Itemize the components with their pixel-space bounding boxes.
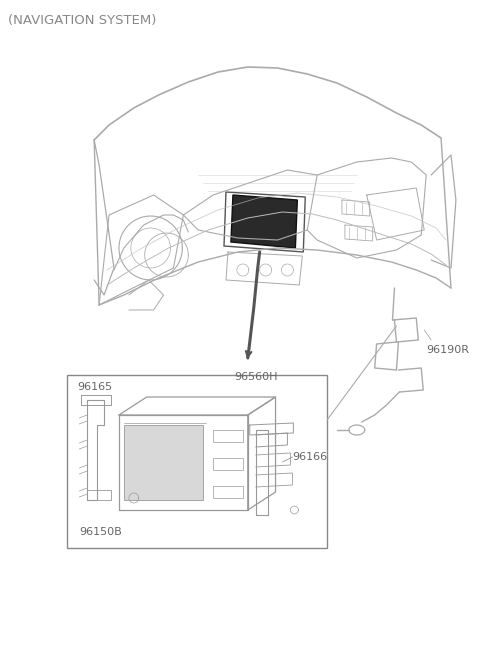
- Bar: [67, 375, 327, 548]
- Bar: [213, 430, 243, 442]
- Text: (NAVIGATION SYSTEM): (NAVIGATION SYSTEM): [8, 14, 156, 27]
- Bar: [213, 458, 243, 470]
- Text: 96560H: 96560H: [234, 372, 277, 382]
- Polygon shape: [231, 195, 297, 248]
- Bar: [213, 486, 243, 498]
- Polygon shape: [124, 425, 203, 500]
- Text: 96150B: 96150B: [79, 527, 122, 537]
- Text: 96166: 96166: [292, 452, 327, 462]
- Text: 96165: 96165: [77, 382, 112, 392]
- Text: 96190R: 96190R: [426, 345, 469, 355]
